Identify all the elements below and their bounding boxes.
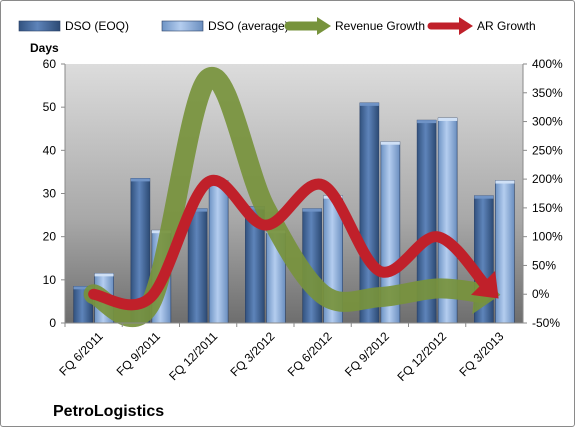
y2-tick-label: 100% bbox=[532, 230, 563, 244]
x-tick-label: FQ 3/2012 bbox=[228, 329, 278, 379]
y-tick-label: 50 bbox=[43, 100, 57, 114]
y2-tick-label: 300% bbox=[532, 115, 563, 129]
bar-cap bbox=[302, 208, 322, 212]
legend-arrow bbox=[317, 17, 331, 35]
y2-tick-label: 200% bbox=[532, 172, 563, 186]
legend-label: DSO (EOQ) bbox=[65, 19, 129, 33]
lines-layer bbox=[83, 66, 501, 328]
y2-tick-label: 50% bbox=[532, 258, 556, 272]
x-tick-label: FQ 12/2012 bbox=[395, 329, 450, 384]
legend: DSO (EOQ) DSO (average) Revenue Growth AR G… bbox=[18, 17, 536, 35]
y2-tick-label: 250% bbox=[532, 143, 563, 157]
bar-cap bbox=[359, 102, 379, 106]
series-arrowhead bbox=[471, 270, 499, 299]
y-tick-label: 30 bbox=[43, 187, 57, 201]
y2-tick-label: 0% bbox=[532, 287, 550, 301]
bar-cap bbox=[130, 178, 150, 182]
company-name: PetroLogistics bbox=[53, 403, 164, 420]
bar-cap bbox=[94, 273, 114, 277]
x-tick-label: FQ 12/2011 bbox=[166, 329, 220, 383]
legend-label: AR Growth bbox=[477, 19, 536, 33]
x-tick-label: FQ 9/2012 bbox=[342, 329, 392, 379]
bar-cap bbox=[73, 286, 93, 290]
bar-cap bbox=[380, 141, 400, 145]
y-tick-label: 40 bbox=[43, 143, 57, 157]
bar bbox=[495, 180, 515, 324]
legend-swatch bbox=[161, 20, 204, 32]
series-line bbox=[88, 174, 492, 311]
y2-tick-label: 400% bbox=[532, 57, 563, 71]
bar bbox=[187, 208, 208, 324]
x-tick-label: FQ 9/2011 bbox=[114, 329, 164, 379]
x-tick-label: FQ 3/2013 bbox=[457, 329, 507, 379]
bars-layer bbox=[73, 102, 515, 324]
y-tick-label: 10 bbox=[43, 273, 57, 287]
y-tick-label: 60 bbox=[43, 57, 57, 71]
legend-label: Revenue Growth bbox=[335, 19, 425, 33]
y-axis-label: Days bbox=[30, 41, 59, 55]
x-tick-label: FQ 6/2011 bbox=[56, 329, 106, 379]
bar-cap bbox=[495, 180, 515, 184]
bar-cap bbox=[188, 208, 208, 212]
y2-tick-label: -50% bbox=[532, 316, 560, 330]
legend-arrow bbox=[459, 17, 473, 35]
legend-swatch bbox=[18, 20, 61, 32]
x-tick-label: FQ 6/2012 bbox=[285, 329, 335, 379]
bar-cap bbox=[417, 120, 437, 124]
y2-tick-label: 150% bbox=[532, 201, 563, 215]
legend-label: DSO (average) bbox=[208, 19, 289, 33]
bar-cap bbox=[438, 117, 458, 121]
bar bbox=[208, 180, 229, 324]
bar-cap bbox=[474, 195, 494, 199]
y2-tick-label: 350% bbox=[532, 86, 563, 100]
y-tick-label: 20 bbox=[43, 230, 57, 244]
y-tick-label: 0 bbox=[49, 316, 56, 330]
